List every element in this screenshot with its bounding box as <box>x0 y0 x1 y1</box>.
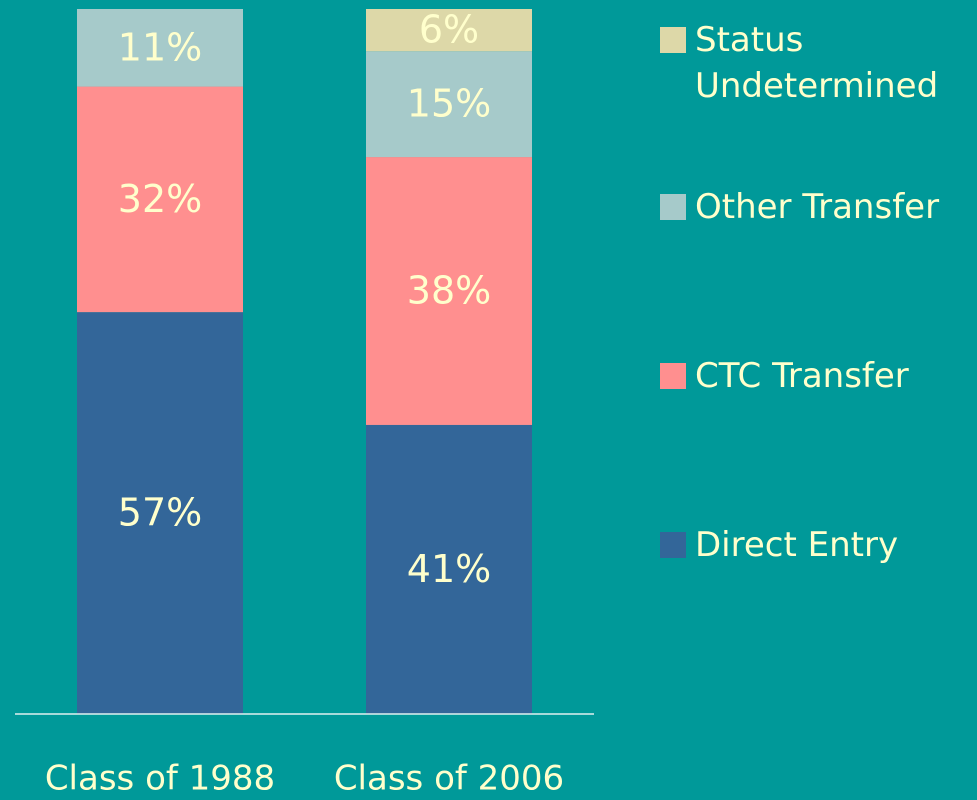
legend-swatch <box>660 194 686 220</box>
bar-segment <box>77 312 243 714</box>
bar-segment <box>366 51 532 158</box>
data-label: 57% <box>118 491 202 535</box>
legend-item: Other Transfer <box>660 184 970 230</box>
bar-segment <box>366 424 532 714</box>
bar-segment <box>366 9 532 52</box>
legend-label: Direct Entry <box>695 525 899 565</box>
legend-swatch <box>660 532 686 558</box>
legend-swatch <box>660 27 686 53</box>
legend-swatch <box>660 363 686 389</box>
data-label: 32% <box>118 177 202 221</box>
bar-segment <box>77 86 243 313</box>
data-label: 15% <box>407 82 491 126</box>
legend-item: Status Undetermined <box>660 17 970 109</box>
legend-label: Status Undetermined <box>695 20 939 106</box>
bar-segment <box>77 9 243 87</box>
legend-label: Other Transfer <box>695 187 940 227</box>
bar-segment <box>366 157 532 425</box>
legend-item: Direct Entry <box>660 522 970 568</box>
data-label: 38% <box>407 269 491 313</box>
legend-label: CTC Transfer <box>695 356 909 396</box>
legend-item: CTC Transfer <box>660 353 970 399</box>
x-tick-label: Class of 1988 <box>45 759 275 799</box>
data-label: 41% <box>407 547 491 591</box>
data-label: 11% <box>118 25 202 69</box>
x-tick-label: Class of 2006 <box>334 759 564 799</box>
data-label: 6% <box>419 8 479 52</box>
